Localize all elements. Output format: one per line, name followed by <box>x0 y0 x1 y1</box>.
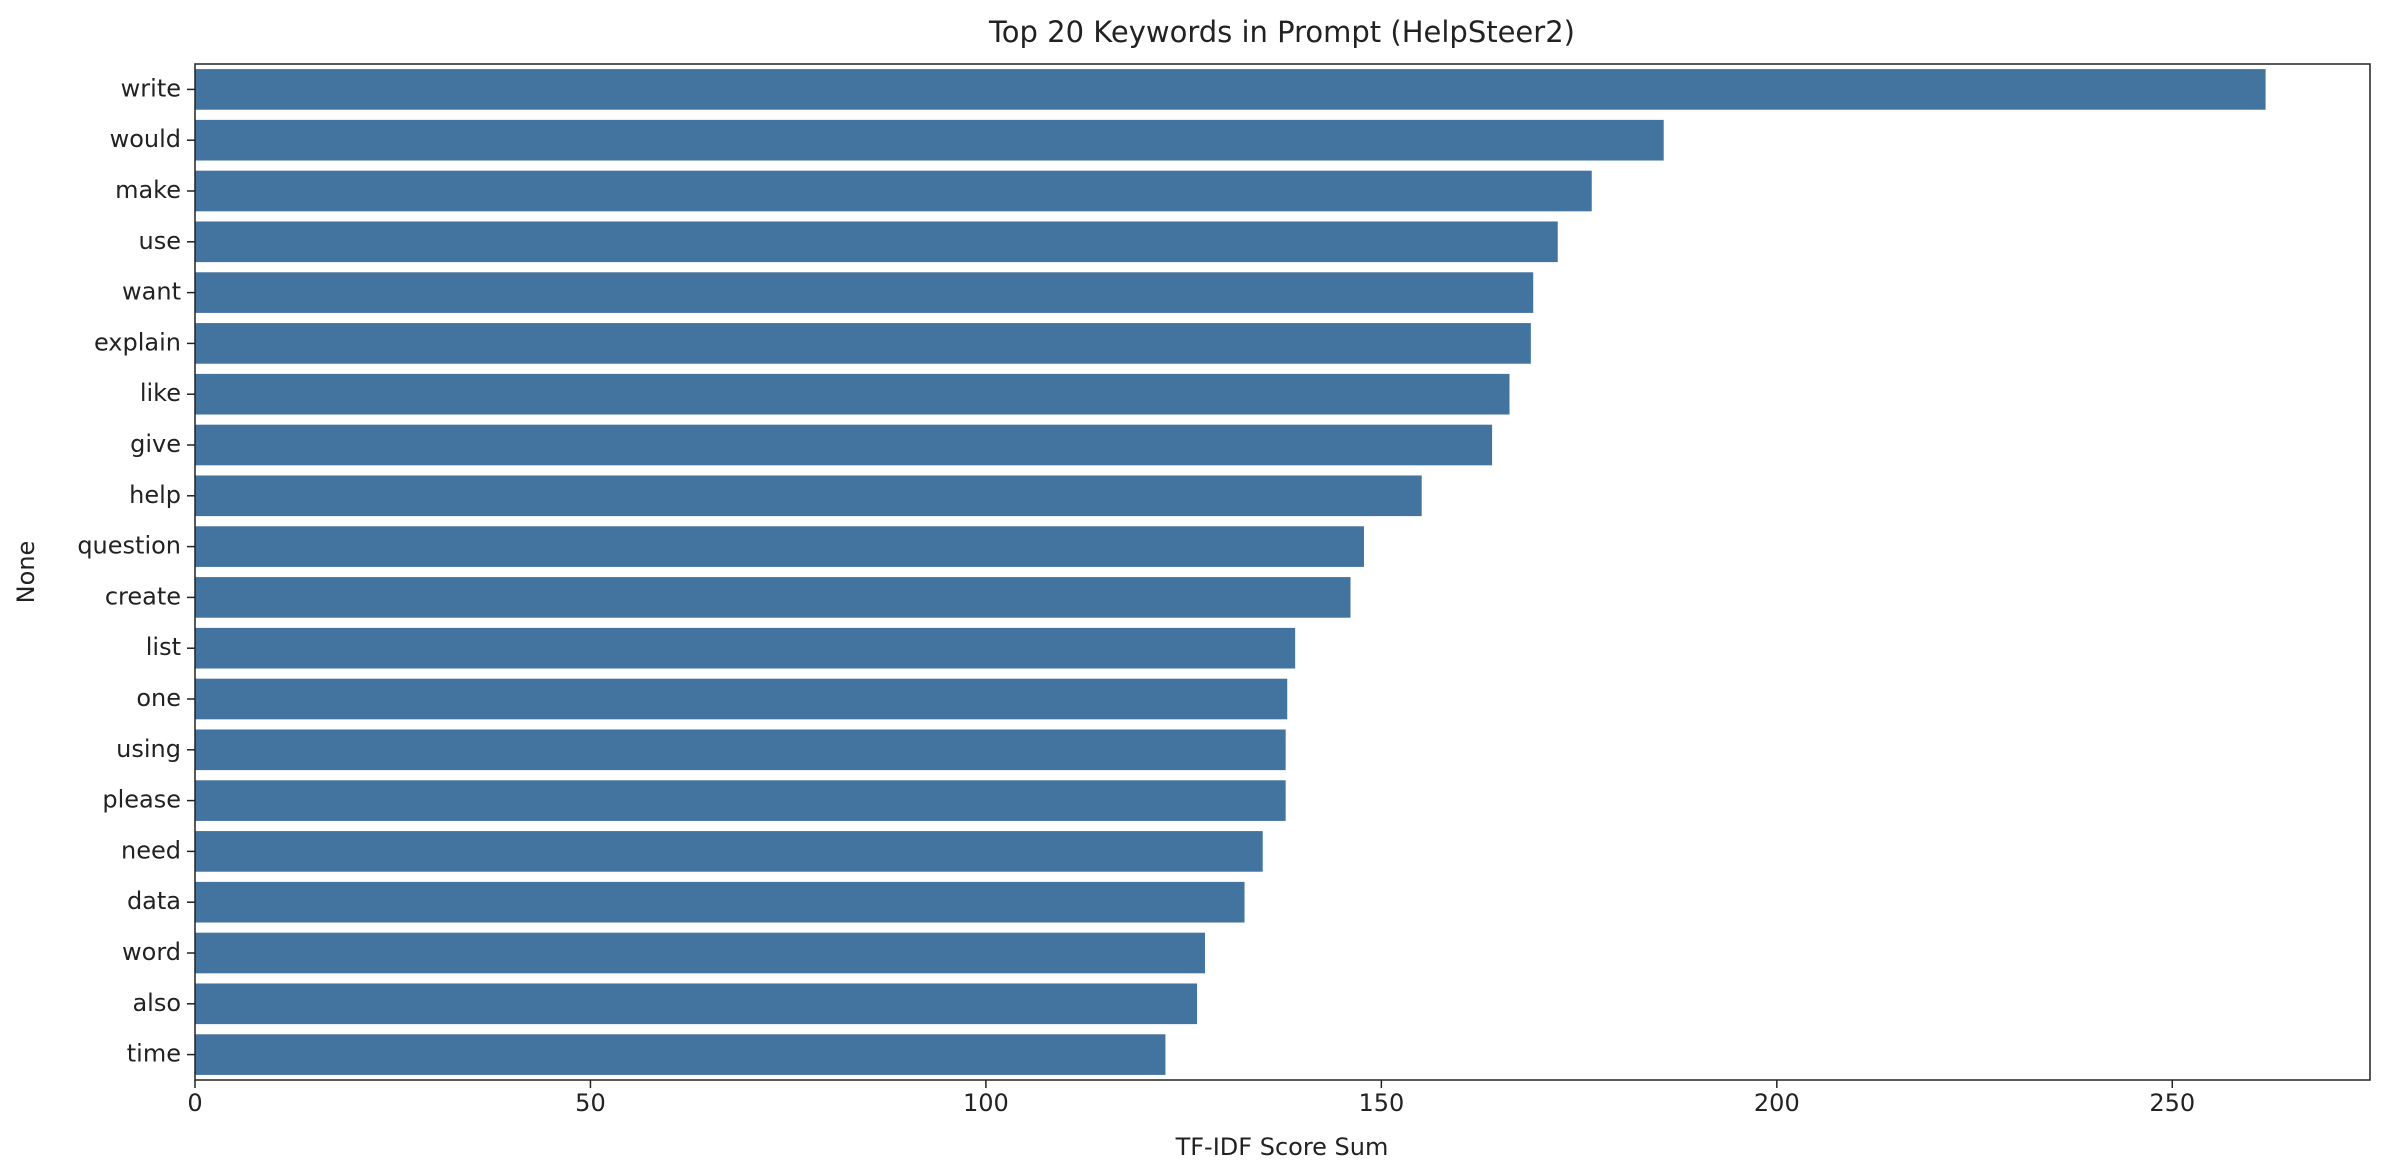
x-tick-label: 200 <box>1754 1089 1800 1117</box>
y-tick-label: explain <box>94 328 181 356</box>
y-tick-label: need <box>121 836 181 864</box>
bar <box>195 69 2266 110</box>
y-tick-label: like <box>140 379 181 407</box>
x-axis-label: TF-IDF Score Sum <box>1175 1133 1389 1161</box>
bar <box>195 170 1592 212</box>
y-tick-label: using <box>116 735 181 763</box>
x-tick-label: 250 <box>2149 1089 2195 1117</box>
chart-title: Top 20 Keywords in Prompt (HelpSteer2) <box>988 15 1575 49</box>
axes-frame <box>194 63 2371 1081</box>
bar <box>195 119 1664 161</box>
bar <box>195 323 1531 364</box>
y-tick-label: also <box>132 989 181 1017</box>
bar <box>195 526 1364 567</box>
y-tick-label: data <box>127 887 181 915</box>
y-tick-label: please <box>102 786 181 814</box>
bar <box>195 932 1205 974</box>
y-tick-label: want <box>122 278 181 306</box>
bar <box>195 627 1296 669</box>
y-tick-label: list <box>146 633 181 661</box>
x-tick-label: 0 <box>187 1089 202 1117</box>
x-tick-label: 150 <box>1358 1089 1404 1117</box>
y-tick-label: create <box>105 582 181 610</box>
y-tick-label: would <box>110 125 181 153</box>
bar <box>195 221 1558 263</box>
bar <box>195 780 1286 821</box>
y-axis-label: None <box>12 541 40 604</box>
bar <box>195 373 1510 415</box>
y-tick-label: help <box>129 481 181 509</box>
y-tick-label: use <box>139 227 181 255</box>
bar <box>195 272 1534 313</box>
y-tick-label: write <box>121 74 181 102</box>
bar <box>195 1034 1166 1075</box>
y-tick-label: word <box>122 938 181 966</box>
y-tick-label: question <box>77 532 181 560</box>
x-tick-label: 50 <box>575 1089 606 1117</box>
y-tick-label: time <box>127 1040 181 1068</box>
bar <box>195 678 1288 720</box>
y-tick-label: one <box>136 684 181 712</box>
bar <box>195 881 1245 923</box>
bar <box>195 831 1263 872</box>
bar <box>195 729 1286 771</box>
bar <box>195 475 1422 517</box>
bar <box>195 983 1198 1025</box>
bar <box>195 424 1493 466</box>
x-tick-label: 100 <box>963 1089 1009 1117</box>
y-tick-label: give <box>130 430 181 458</box>
bar <box>195 577 1351 618</box>
y-tick-label: make <box>115 176 181 204</box>
